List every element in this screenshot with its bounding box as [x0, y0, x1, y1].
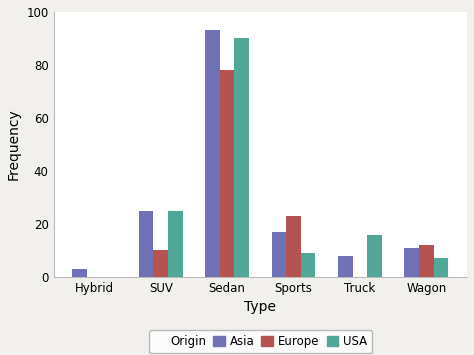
Bar — [139, 211, 154, 277]
Bar — [154, 250, 168, 277]
Bar — [272, 232, 286, 277]
Bar — [301, 253, 316, 277]
Bar — [419, 245, 434, 277]
Bar — [434, 258, 448, 277]
Y-axis label: Frequency: Frequency — [7, 109, 21, 180]
Bar — [168, 211, 182, 277]
Bar — [367, 235, 382, 277]
Bar — [205, 31, 220, 277]
Legend: Origin, Asia, Europe, USA: Origin, Asia, Europe, USA — [149, 331, 372, 353]
Bar — [220, 70, 235, 277]
X-axis label: Type: Type — [244, 300, 276, 314]
Bar — [73, 269, 87, 277]
Bar — [286, 216, 301, 277]
Bar — [338, 256, 353, 277]
Bar — [235, 38, 249, 277]
Bar — [404, 248, 419, 277]
